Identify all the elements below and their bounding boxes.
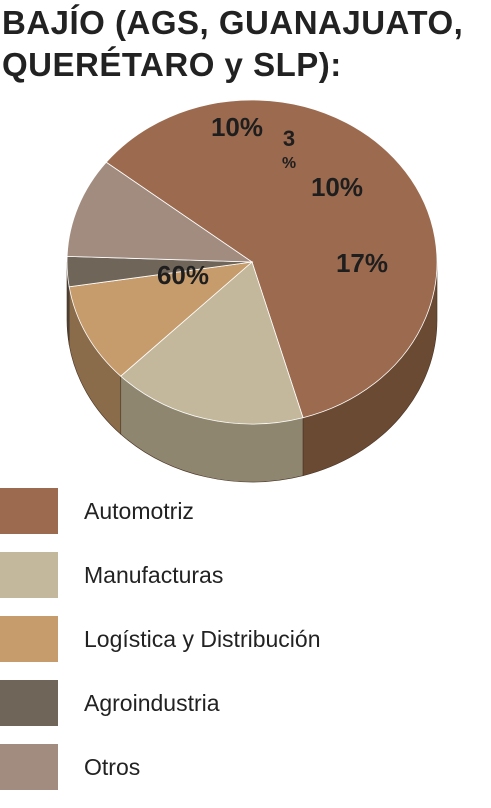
chart-title-line-2: QUERÉTARO y SLP): [2,46,342,83]
chart-title: BAJÍO (AGS, GUANAJUATO, QUERÉTARO y SLP)… [2,2,491,86]
pie-slice-1 [105,99,438,419]
pie-slice-label-5: 10% [211,112,263,142]
legend-label: Otros [84,754,141,780]
pie-slice-5 [66,161,254,263]
chart-title-line-1: BAJÍO (AGS, GUANAJUATO, [2,4,464,41]
legend-swatch [0,744,58,790]
pie-slice-label-2: 17% [336,248,388,278]
legend-swatch [0,488,58,534]
legend-item-3: Logística y Distribución [0,616,491,680]
legend: Automotriz Manufacturas Logística y Distri… [0,488,491,808]
legend-swatch [0,680,58,726]
pie-slice-2 [120,261,304,425]
legend-swatch [0,616,58,662]
pie-chart: 60% 17% 10% 3 % 10% [66,99,438,483]
legend-item-1: Automotriz [0,488,491,552]
legend-swatch [0,552,58,598]
pie-slice-label-3: 10% [311,172,363,202]
pie-slice-label-1: 60% [157,260,209,290]
legend-label: Automotriz [84,498,194,524]
legend-item-5: Otros [0,744,491,808]
legend-item-4: Agroindustria [0,680,491,744]
legend-label: Manufacturas [84,562,224,588]
pie-slice-label-4: 3% [282,126,296,172]
legend-label: Logística y Distribución [84,626,321,652]
legend-item-2: Manufacturas [0,552,491,616]
pie-slice-3 [68,261,254,377]
legend-label: Agroindustria [84,690,220,716]
